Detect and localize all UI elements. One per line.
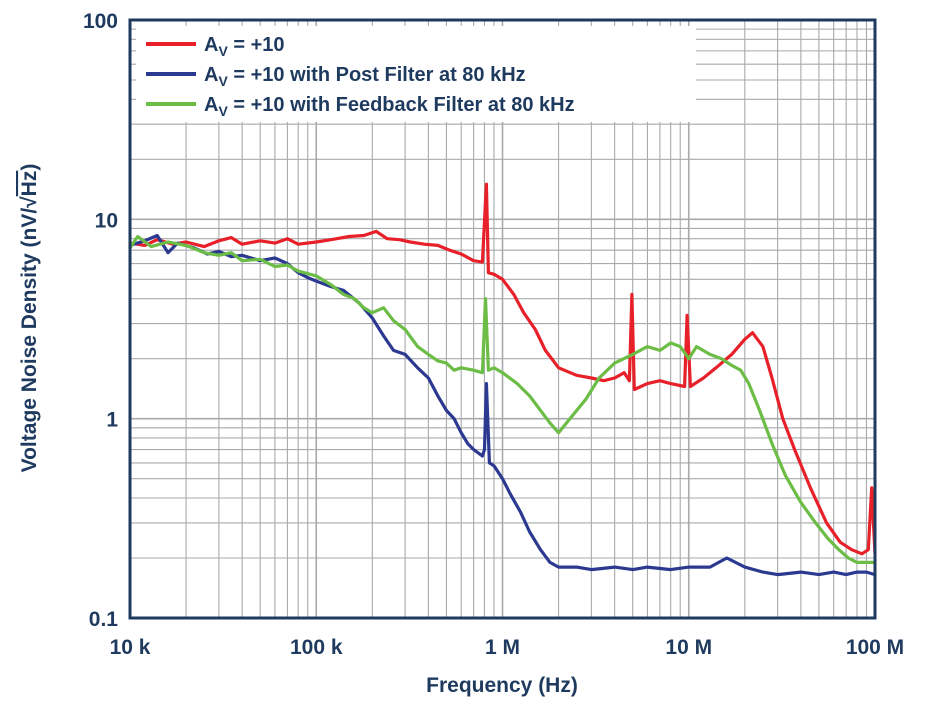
x-tick-label: 1 M [485, 636, 520, 659]
x-tick-label: 10 M [665, 636, 712, 659]
series-line-3 [128, 234, 877, 564]
legend-background [136, 26, 696, 122]
legend-label-series-1: AV = +10 [204, 34, 285, 59]
plot-frame [128, 18, 877, 620]
x-tick-label: 10 k [110, 636, 151, 659]
series-layer [128, 182, 877, 577]
x-axis-title: Frequency (Hz) [426, 674, 578, 697]
legend-label-series-2: AV = +10 with Post Filter at 80 kHz [204, 64, 526, 89]
series-line-1 [128, 182, 877, 556]
y-tick-label: 10 [95, 209, 118, 232]
y-tick-label: 1 [106, 409, 118, 432]
y-tick-label: 100 [83, 10, 118, 33]
y-tick-labels: 0.1 1 10 100 [83, 10, 118, 631]
y-axis-title: Voltage Noise Density (nV/√Hz) [18, 164, 41, 473]
x-tick-label: 100 k [290, 636, 343, 659]
svg-text:Voltage Noise Density (nV/√Hz): Voltage Noise Density (nV/√Hz) [18, 164, 41, 473]
legend-label-series-3: AV = +10 with Feedback Filter at 80 kHz [204, 94, 575, 119]
x-tick-labels: 10 k 100 k 1 M 10 M 100 M [110, 636, 905, 659]
y-tick-label: 0.1 [89, 608, 119, 631]
legend: AV = +10 AV = +10 with Post Filter at 80… [136, 26, 696, 122]
x-tick-label: 100 M [846, 636, 904, 659]
